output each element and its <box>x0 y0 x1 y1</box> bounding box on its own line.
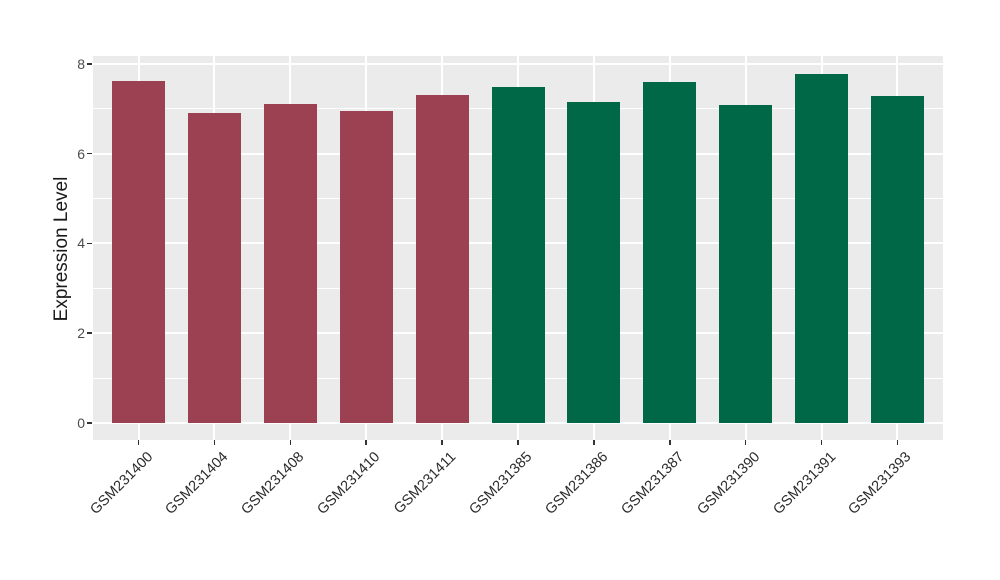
y-tick-label: 8 <box>77 55 85 72</box>
bar-GSM231386 <box>567 101 621 423</box>
x-tick-mark <box>517 440 519 445</box>
plot-panel <box>93 56 943 440</box>
x-tick-mark <box>744 440 747 445</box>
y-tick-label: 4 <box>77 235 85 252</box>
x-tick-mark <box>820 440 823 445</box>
y-tick-mark <box>87 332 92 334</box>
x-tick-mark <box>441 440 443 445</box>
x-tick-mark <box>896 440 899 445</box>
bar-GSM231393 <box>870 95 924 423</box>
bar-GSM231400 <box>112 81 166 423</box>
x-tick-mark <box>365 440 367 445</box>
x-tick-mark <box>289 440 292 445</box>
y-tick-mark <box>87 152 92 155</box>
x-tick-mark <box>593 440 595 445</box>
bar-GSM231410 <box>339 111 393 423</box>
x-tick-mark <box>137 440 140 445</box>
y-tick-label: 0 <box>77 415 85 431</box>
x-tick-mark <box>668 440 671 445</box>
y-tick-mark <box>87 422 92 424</box>
bar-GSM231390 <box>719 105 773 423</box>
bar-GSM231385 <box>491 86 545 423</box>
y-tick-label: 2 <box>77 325 85 342</box>
y-tick-mark <box>87 242 92 245</box>
bar-GSM231408 <box>263 103 317 423</box>
bar-GSM231387 <box>643 82 697 423</box>
bar-GSM231411 <box>415 95 469 423</box>
y-tick-mark <box>87 63 92 65</box>
bar-GSM231404 <box>187 113 241 423</box>
x-tick-mark <box>213 440 216 445</box>
bar-GSM231391 <box>795 74 849 423</box>
y-tick-label: 6 <box>77 145 85 162</box>
